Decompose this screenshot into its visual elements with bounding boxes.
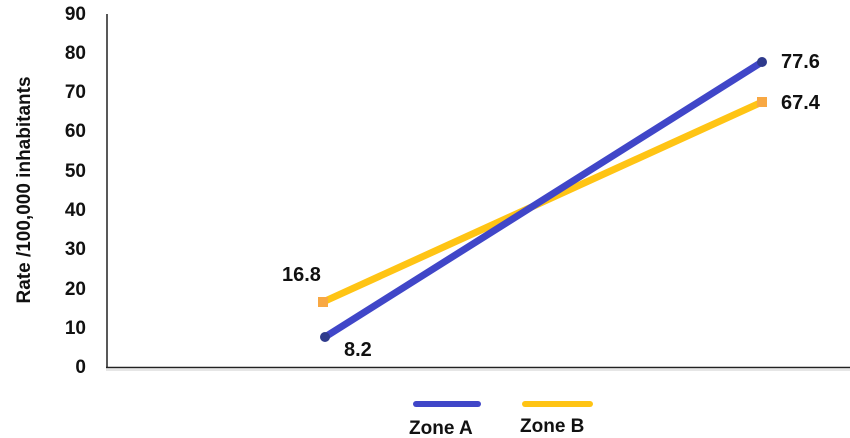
data-label-zone-a-start: 8.2 — [344, 339, 372, 361]
y-tick: 30 — [65, 239, 86, 260]
legend: Zone A Zone B — [409, 401, 593, 438]
legend-label-zone-a: Zone A — [409, 418, 473, 438]
data-label-zone-a-end: 77.6 — [781, 51, 820, 73]
y-axis-ticks: 90 80 70 60 50 40 30 20 10 0 — [65, 4, 86, 378]
legend-label-zone-b: Zone B — [520, 416, 584, 437]
data-label-zone-b-start: 16.8 — [282, 264, 321, 286]
y-tick: 60 — [65, 121, 86, 142]
zone-a-marker — [757, 57, 767, 67]
zone-b-marker — [318, 297, 328, 307]
y-tick: 0 — [75, 357, 86, 378]
y-tick: 70 — [65, 82, 86, 103]
zone-a-line — [321, 58, 766, 341]
zone-a-marker — [320, 332, 330, 342]
y-tick: 50 — [65, 161, 86, 182]
y-tick: 90 — [65, 4, 86, 25]
y-tick: 40 — [65, 200, 86, 221]
series-zone-a — [320, 57, 767, 342]
y-tick: 80 — [65, 43, 86, 64]
y-tick: 10 — [65, 318, 86, 339]
y-tick: 20 — [65, 279, 86, 300]
y-axis-title: Rate /100,000 inhabitants — [14, 76, 35, 303]
data-label-zone-b-end: 67.4 — [781, 92, 821, 114]
zone-b-marker — [757, 97, 767, 107]
